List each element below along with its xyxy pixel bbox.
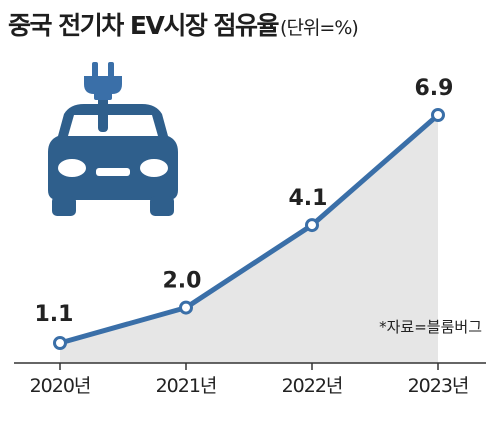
data-label: 6.9 <box>415 76 454 101</box>
data-label: 2.0 <box>163 269 202 294</box>
data-point <box>179 300 193 315</box>
unit-label: (단위=%) <box>280 17 359 39</box>
data-point <box>431 108 445 122</box>
area-fill <box>60 115 438 363</box>
data-point <box>53 336 67 350</box>
source-note: *자료=블룸버그 <box>379 318 482 336</box>
car-with-plug-icon <box>48 62 178 216</box>
chart-title-row: 중국 전기차 EV시장 점유율 (단위=%) <box>8 6 359 42</box>
data-label: 1.1 <box>35 302 74 327</box>
data-label: 4.1 <box>289 186 328 211</box>
data-point <box>305 218 319 233</box>
x-tick-label: 2022년 <box>282 375 343 397</box>
series-line <box>57 112 441 346</box>
x-tick-label: 2023년 <box>408 375 469 397</box>
chart-title: 중국 전기차 EV시장 점유율 <box>8 11 280 40</box>
x-tick-label: 2020년 <box>30 375 91 397</box>
x-tick-label: 2021년 <box>156 375 217 397</box>
plot-area: 1.1 2.0 4.1 6.9 2020년 2021년 2022년 2023년 <box>14 76 486 397</box>
